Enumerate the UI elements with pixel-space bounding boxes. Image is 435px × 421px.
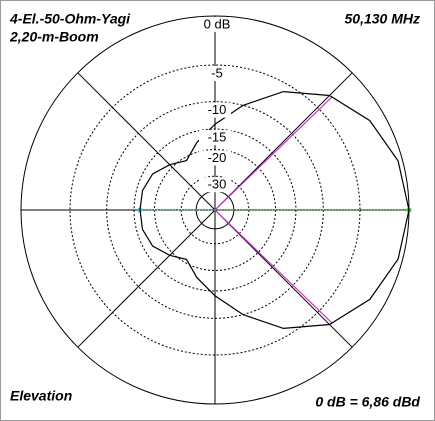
chart-subtitle: 2,20-m-Boom [9,29,99,45]
r-tick-label: -10 [208,102,227,117]
r-tick-label: 0 dB [204,16,231,31]
pattern [139,90,410,330]
tick-label-bg [199,102,231,118]
beamwidth-line [214,96,333,211]
r-tick-label: -20 [208,150,227,165]
r-tick-label: -5 [211,65,223,80]
ring [133,128,297,292]
tick-label-bg [199,17,231,32]
chart-title: 4-El.-50-Ohm-Yagi [9,11,131,27]
spoke [77,209,216,348]
frequency: 50,130 MHz [345,11,420,27]
plane-label: Elevation [10,388,72,404]
beamwidth-line [214,209,333,324]
r-tick-label: -30 [208,177,227,192]
tick-label-bg [199,130,231,146]
spoke [77,72,216,211]
reference-note: 0 dB = 6,86 dBd [315,394,420,410]
r-tick-label: -15 [208,129,227,144]
tick-label-bg [199,177,231,193]
tick-label-bg [199,150,231,166]
tick-label-bg [199,66,231,82]
